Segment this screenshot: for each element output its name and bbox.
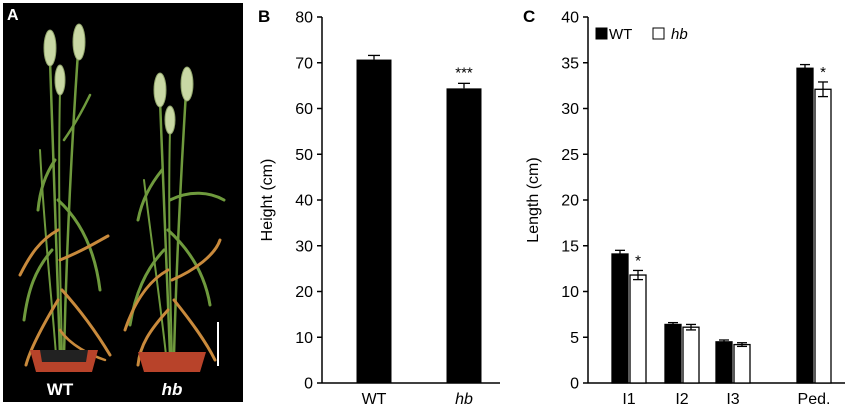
bar-I3-WT <box>715 341 733 384</box>
bar-I2-WT <box>664 323 682 384</box>
wt-dry-leaves <box>18 228 112 367</box>
panel-c-legend: WT hb <box>595 26 688 43</box>
wt-wheat-spikes <box>43 23 86 96</box>
y-tick-label: 30 <box>295 238 313 255</box>
y-tick-label: 60 <box>295 101 313 118</box>
y-tick-label: 10 <box>561 284 579 301</box>
label-hb: hb <box>162 380 183 399</box>
hb-plant-illustration <box>123 66 226 372</box>
panel-c-x-tick-labels: I1 I2 I3 Ped. <box>622 391 830 408</box>
bar-I1-WT <box>611 253 629 384</box>
wt-stems <box>39 50 80 357</box>
x-tick-label: Ped. <box>798 391 831 408</box>
y-tick-label: 30 <box>561 101 579 118</box>
x-tick-label: I2 <box>675 391 688 408</box>
bar-I3-hb <box>733 343 751 384</box>
legend-swatch-wt <box>595 27 608 40</box>
bar-Ped.-hb <box>814 88 832 384</box>
y-tick-label: 50 <box>295 147 313 164</box>
y-tick-label: 70 <box>295 55 313 72</box>
y-tick-label: 40 <box>561 10 579 27</box>
hb-dry-leaves <box>123 238 222 367</box>
significance-marker: *** <box>455 64 473 81</box>
hb-stems <box>143 90 188 357</box>
y-tick-label: 20 <box>295 284 313 301</box>
y-tick-label: 80 <box>295 10 313 27</box>
legend-swatch-hb <box>652 27 665 40</box>
significance-marker: * <box>635 252 641 269</box>
wt-green-leaves <box>22 93 102 322</box>
legend-label-wt: WT <box>609 26 632 43</box>
y-tick-label: 15 <box>561 238 579 255</box>
y-tick-label: 40 <box>295 193 313 210</box>
panel-c-bars: ** <box>611 63 832 384</box>
hb-pot <box>138 352 206 372</box>
y-tick-label: 0 <box>304 376 313 393</box>
panel-b-y-ticks: 0 10 20 30 40 50 60 70 80 <box>295 10 322 393</box>
x-tick-label: WT <box>362 391 387 408</box>
significance-marker: * <box>820 64 826 81</box>
panel-c-letter: C <box>523 7 535 26</box>
y-tick-label: 35 <box>561 55 579 72</box>
hb-wheat-spikes <box>153 66 194 135</box>
label-wt: WT <box>47 380 74 399</box>
x-tick-label: hb <box>455 391 473 408</box>
y-tick-label: 10 <box>295 330 313 347</box>
panel-b-x-tick-labels: WT hb <box>362 391 473 408</box>
y-tick-label: 25 <box>561 147 579 164</box>
panel-b-letter: B <box>258 7 270 26</box>
y-tick-label: 20 <box>561 193 579 210</box>
bar-WT <box>356 59 392 384</box>
wt-plant-illustration <box>18 23 112 372</box>
bar-I2-hb <box>682 326 700 384</box>
legend-label-hb: hb <box>671 26 688 43</box>
y-tick-label: 5 <box>570 330 579 347</box>
panel-a-photo: A WT hb <box>3 3 243 402</box>
y-tick-label: 0 <box>570 376 579 393</box>
panel-a-letter: A <box>7 7 19 24</box>
panel-b-bars: *** <box>356 54 482 384</box>
bar-hb <box>446 88 482 384</box>
panel-b-y-axis-label: Height (cm) <box>259 159 276 242</box>
panel-c-y-axis-label: Length (cm) <box>525 157 542 242</box>
panel-b-height-chart: B Height (cm) 0 10 20 30 40 50 60 70 80 *** WT hb <box>258 7 500 408</box>
bar-I1-hb <box>629 274 647 384</box>
panel-c-y-ticks: 0 5 10 15 20 25 30 35 40 <box>561 10 588 393</box>
bar-Ped.-WT <box>796 67 814 384</box>
x-tick-label: I1 <box>622 391 635 408</box>
wt-pot-inner <box>40 350 88 362</box>
x-tick-label: I3 <box>726 391 739 408</box>
